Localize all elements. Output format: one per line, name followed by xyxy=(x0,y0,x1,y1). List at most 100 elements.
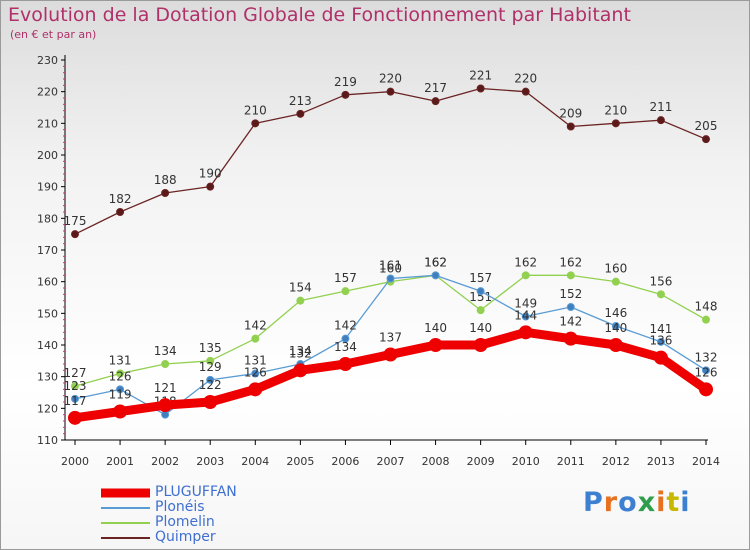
data-label-plonis: 149 xyxy=(514,297,537,311)
data-label-plonis: 161 xyxy=(379,259,402,273)
legend-label-pluguffan: PLUGUFFAN xyxy=(155,484,237,500)
proxiti-logo: Proxiti xyxy=(583,487,691,518)
data-label-quimper: 210 xyxy=(244,103,267,117)
data-label-plonis: 152 xyxy=(559,287,582,301)
point-quimper xyxy=(656,116,665,125)
point-plomelin xyxy=(116,369,125,378)
data-label-plonis: 126 xyxy=(109,369,132,383)
point-plomelin xyxy=(521,271,530,280)
y-tick-label: 230 xyxy=(37,54,58,67)
point-plonis xyxy=(71,394,79,403)
x-tick-label: 2008 xyxy=(422,455,450,468)
y-tick-label: 210 xyxy=(37,117,58,130)
data-label-plonis: 157 xyxy=(469,271,492,285)
point-quimper xyxy=(431,97,440,106)
data-label-quimper: 182 xyxy=(109,192,132,206)
data-label-quimper: 219 xyxy=(334,75,357,89)
point-pluguffan xyxy=(338,357,353,371)
point-plomelin xyxy=(566,271,575,280)
point-plomelin xyxy=(206,356,215,365)
point-plomelin xyxy=(251,334,260,343)
data-label-pluguffan: 117 xyxy=(64,394,87,408)
point-plonis xyxy=(251,369,260,378)
point-quimper xyxy=(296,109,305,118)
logo-letter: i xyxy=(680,487,691,518)
data-label-quimper: 211 xyxy=(649,100,672,114)
data-label-plomelin: 131 xyxy=(109,354,132,368)
point-pluguffan xyxy=(428,338,443,352)
point-plonis xyxy=(476,287,485,296)
point-plonis xyxy=(161,410,170,419)
y-tick-label: 200 xyxy=(37,149,58,162)
point-plomelin xyxy=(296,296,305,305)
data-label-plonis: 132 xyxy=(695,350,718,364)
x-tick-label: 2012 xyxy=(602,455,630,468)
x-tick-label: 2000 xyxy=(61,455,89,468)
point-quimper xyxy=(476,84,485,93)
data-label-pluguffan: 140 xyxy=(424,321,447,335)
x-tick-label: 2002 xyxy=(151,455,179,468)
data-label-plomelin: 157 xyxy=(334,271,357,285)
point-pluguffan xyxy=(473,338,488,352)
y-tick-label: 180 xyxy=(37,212,58,225)
point-plonis xyxy=(611,322,620,330)
data-label-pluguffan: 126 xyxy=(695,365,718,379)
x-tick-label: 2004 xyxy=(241,455,269,468)
data-label-plonis: 123 xyxy=(64,379,87,393)
point-plonis xyxy=(566,303,575,311)
data-label-quimper: 217 xyxy=(424,81,447,95)
data-label-plomelin: 162 xyxy=(424,255,447,269)
data-label-pluguffan: 137 xyxy=(379,331,402,345)
data-label-plomelin: 135 xyxy=(199,341,222,355)
point-pluguffan xyxy=(653,350,668,365)
data-label-pluguffan: 126 xyxy=(244,365,267,379)
y-tick-label: 190 xyxy=(37,181,58,194)
data-label-plonis: 134 xyxy=(289,344,312,358)
point-plonis xyxy=(431,271,440,280)
data-label-pluguffan: 121 xyxy=(154,381,177,395)
chart-subtitle: (en € et par an) xyxy=(10,28,97,41)
x-tick-label: 2011 xyxy=(557,455,585,468)
y-tick-label: 170 xyxy=(37,244,58,257)
data-label-pluguffan: 142 xyxy=(559,315,582,329)
logo-letter: o xyxy=(618,487,638,518)
point-quimper xyxy=(251,119,260,128)
point-pluguffan xyxy=(203,395,218,409)
x-tick-label: 2007 xyxy=(377,455,405,468)
point-quimper xyxy=(702,135,710,144)
data-label-pluguffan: 140 xyxy=(604,321,627,335)
point-plonis xyxy=(341,334,350,343)
point-pluguffan xyxy=(293,363,308,378)
x-tick-label: 2009 xyxy=(467,455,495,468)
data-label-plomelin: 148 xyxy=(695,300,718,314)
point-quimper xyxy=(341,90,350,99)
data-label-quimper: 220 xyxy=(514,72,537,86)
logo-letter: x xyxy=(637,487,657,518)
data-label-plomelin: 154 xyxy=(289,281,312,295)
data-label-plomelin: 127 xyxy=(64,366,87,380)
point-plomelin xyxy=(161,360,170,368)
point-plomelin xyxy=(341,287,350,296)
data-label-pluguffan: 132 xyxy=(289,346,312,360)
data-label-plonis: 141 xyxy=(649,322,672,336)
data-label-plonis: 162 xyxy=(424,255,447,269)
data-label-quimper: 221 xyxy=(469,69,492,83)
y-tick-label: 130 xyxy=(37,371,58,384)
legend-label-plomelin: Plomelin xyxy=(155,514,215,530)
data-label-quimper: 205 xyxy=(695,119,718,133)
y-tick-label: 110 xyxy=(37,434,58,447)
data-label-pluguffan: 119 xyxy=(109,388,132,402)
logo-letter: i xyxy=(656,487,667,518)
x-tick-label: 2006 xyxy=(331,455,359,468)
data-label-pluguffan: 134 xyxy=(334,340,357,354)
data-label-plonis: 131 xyxy=(244,354,267,368)
data-label-quimper: 209 xyxy=(559,107,582,121)
data-label-plomelin: 160 xyxy=(604,262,627,276)
point-plomelin xyxy=(71,382,79,391)
x-tick-label: 2014 xyxy=(692,455,720,468)
point-plomelin xyxy=(656,290,665,299)
data-label-plomelin: 134 xyxy=(154,344,177,358)
point-pluguffan xyxy=(68,410,82,425)
legend-label-quimper: Quimper xyxy=(155,529,216,545)
x-tick-label: 2001 xyxy=(106,455,134,468)
